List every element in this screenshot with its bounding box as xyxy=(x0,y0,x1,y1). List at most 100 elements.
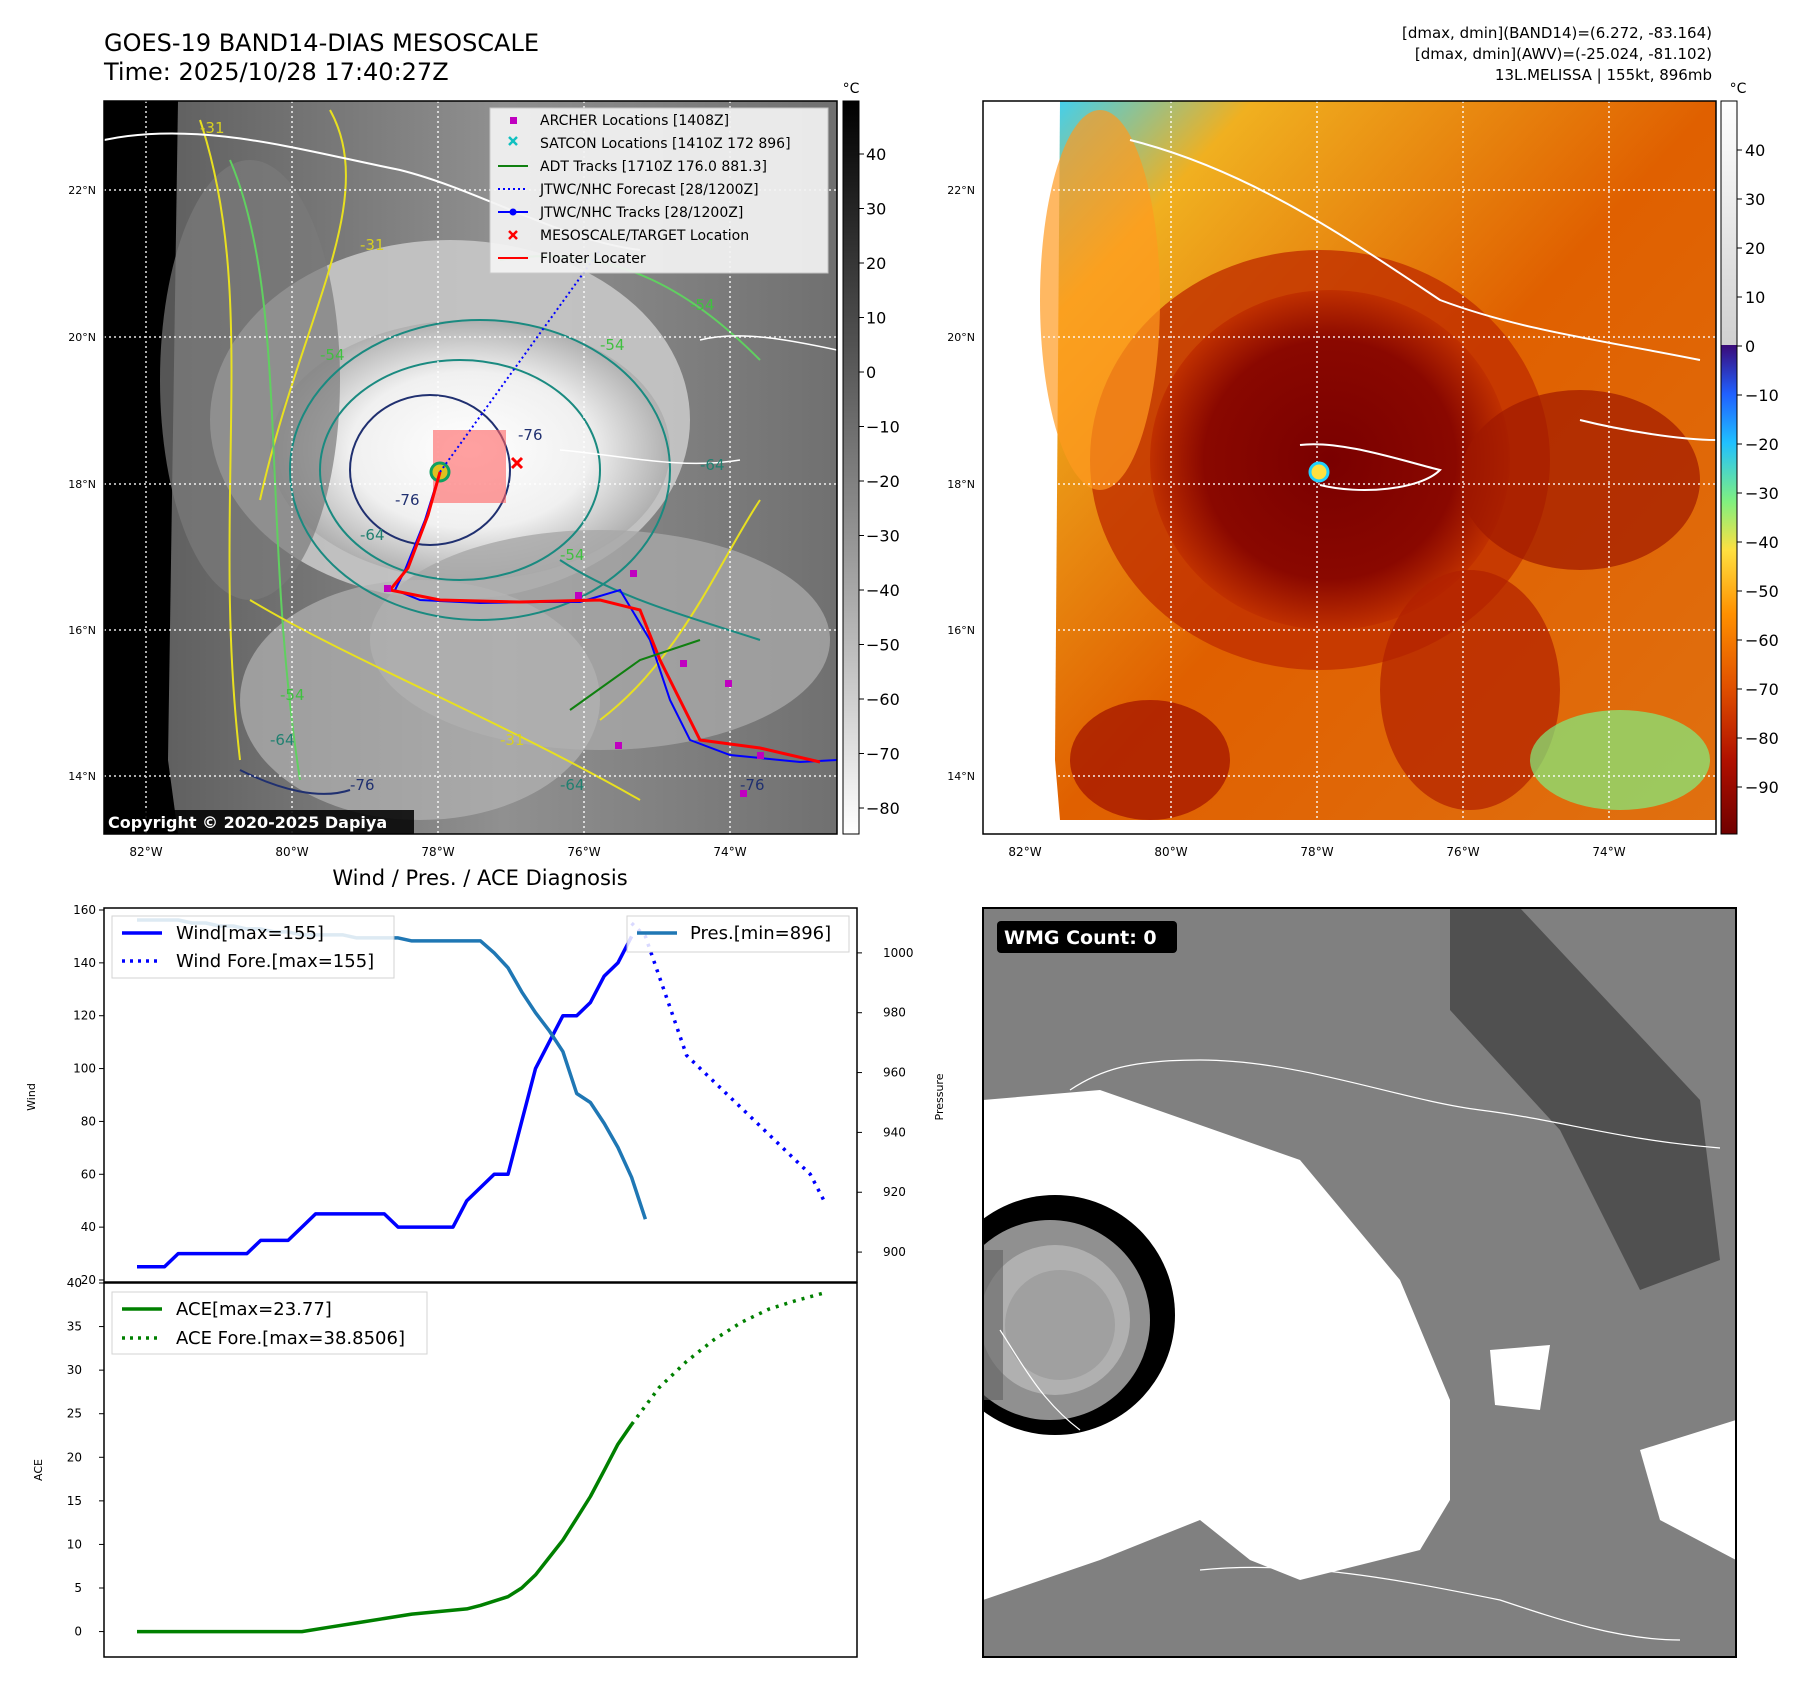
lat-tick-label: 16°N xyxy=(68,624,96,637)
contour-label: -64 xyxy=(270,731,295,749)
contour-label: -54 xyxy=(280,686,305,704)
figure-time: Time: 2025/10/28 17:40:27Z xyxy=(103,58,449,86)
gray-colorbar-tick-label: 20 xyxy=(866,254,886,273)
gray-colorbar: °C 40 30 20 10 0 −10 −20 −30 −40 −50 −60 −70 −80 xyxy=(842,81,900,835)
gray-colorbar-tick-label: 40 xyxy=(866,145,886,164)
legend-wind-label: Wind[max=155] xyxy=(176,923,324,944)
pressure-ytick-label: 960 xyxy=(883,1066,906,1080)
ace-legend: ACE[max=23.77] ACE Fore.[max=38.8506] xyxy=(111,1291,428,1355)
wind-legend: Wind[max=155] Wind Fore.[max=155] xyxy=(111,915,395,979)
legend-tracks-marker xyxy=(509,208,517,216)
lat-tick-label: 18°N xyxy=(947,478,975,491)
contour-label: -54 xyxy=(320,346,345,364)
color-colorbar-tick-label: −80 xyxy=(1745,729,1779,748)
legend-forecast-label: JTWC/NHC Forecast [28/1200Z] xyxy=(539,182,759,198)
ace-ytick-label: 40 xyxy=(67,1276,82,1290)
pressure-ytick-label: 920 xyxy=(883,1185,906,1199)
storm-info: 13L.MELISSA | 155kt, 896mb xyxy=(1495,66,1712,84)
dmax-awv: [dmax, dmin](AWV)=(-25.024, -81.102) xyxy=(1415,45,1712,63)
lon-tick-label: 82°W xyxy=(129,845,162,859)
gray-colorbar-tick-label: −10 xyxy=(866,418,900,437)
gray-colorbar-tick-label: −50 xyxy=(866,636,900,655)
contour-label: -76 xyxy=(740,776,765,794)
wind-ytick-label: 40 xyxy=(81,1220,96,1234)
wmg-count-label: WMG Count: 0 xyxy=(1004,927,1157,949)
lon-tick-label: 74°W xyxy=(713,845,746,859)
legend-adt-label: ADT Tracks [1710Z 176.0 881.3] xyxy=(540,159,767,175)
contour-label: -64 xyxy=(700,456,725,474)
color-colorbar-tick-label: 40 xyxy=(1745,141,1765,160)
legend-satcon-label: SATCON Locations [1410Z 172 896] xyxy=(540,136,791,152)
lat-tick-label: 20°N xyxy=(68,331,96,344)
color-colorbar-tick-label: −20 xyxy=(1745,435,1779,454)
lon-tick-label: 76°W xyxy=(1446,845,1479,859)
contour-label: -54 xyxy=(560,546,585,564)
color-colorbar-tick-label: −30 xyxy=(1745,484,1779,503)
ace-ytick-label: 25 xyxy=(67,1407,82,1421)
color-colorbar-tick-label: −70 xyxy=(1745,680,1779,699)
wind-ytick-label: 140 xyxy=(73,956,96,970)
lon-tick-label: 82°W xyxy=(1008,845,1041,859)
legend-ace-fore-label: ACE Fore.[max=38.8506] xyxy=(176,1328,405,1349)
lat-tick-label: 20°N xyxy=(947,331,975,344)
contour-label: -76 xyxy=(518,426,543,444)
color-colorbar-tick-label: 10 xyxy=(1745,288,1765,307)
dmax-band14: [dmax, dmin](BAND14)=(6.272, -83.164) xyxy=(1402,24,1712,42)
legend-satcon-marker xyxy=(508,136,518,146)
legend-pres-label: Pres.[min=896] xyxy=(690,923,831,944)
color-colorbar-tick-label: −90 xyxy=(1745,778,1779,797)
color-colorbar-unit: °C xyxy=(1730,81,1747,97)
legend-ace-label: ACE[max=23.77] xyxy=(176,1299,332,1320)
gray-colorbar-tick-label: −70 xyxy=(866,745,900,764)
lon-tick-label: 74°W xyxy=(1592,845,1625,859)
gray-colorbar-tick-label: 30 xyxy=(866,200,886,219)
color-colorbar-tick-label: −50 xyxy=(1745,582,1779,601)
contour-label: -76 xyxy=(395,491,420,509)
ace-ytick-label: 35 xyxy=(67,1320,82,1334)
gray-colorbar-tick-label: −20 xyxy=(866,472,900,491)
contour-label: -54 xyxy=(600,336,625,354)
ace-series-1-line xyxy=(630,1291,825,1426)
gray-colorbar-tick-label: −80 xyxy=(866,799,900,818)
wmg-panel: WMG Count: 0 xyxy=(982,907,1737,1658)
color-colorbar-tick-label: −40 xyxy=(1745,533,1779,552)
legend-archer-marker xyxy=(510,117,517,124)
color-colorbar-tick-label: 20 xyxy=(1745,239,1765,258)
map-legend: ARCHER Locations [1408Z] SATCON Location… xyxy=(489,107,829,274)
ace-ytick-label: 5 xyxy=(74,1581,82,1595)
lat-tick-label: 18°N xyxy=(68,478,96,491)
contour-label: -31 xyxy=(500,731,525,749)
lat-tick-label: 14°N xyxy=(68,770,96,783)
contour-label: -31 xyxy=(360,236,385,254)
gray-colorbar-tick-label: −30 xyxy=(866,527,900,546)
color-colorbar-tick-label: −60 xyxy=(1745,631,1779,650)
legend-target-marker xyxy=(508,230,518,240)
contour-label: -76 xyxy=(350,776,375,794)
gray-colorbar-tick-label: 10 xyxy=(866,309,886,328)
ace-chart: 0 5 10 15 20 25 30 35 40 ACE ACE[max=23.77] ACE … xyxy=(32,1276,858,1658)
color-colorbar-tick-label: 0 xyxy=(1745,337,1755,356)
pres-legend: Pres.[min=896] xyxy=(626,915,850,953)
gray-colorbar-tick-label: −60 xyxy=(866,690,900,709)
lon-tick-label: 80°W xyxy=(275,845,308,859)
lat-tick-label: 22°N xyxy=(68,184,96,197)
contour-label: -64 xyxy=(360,526,385,544)
wind-pres-chart: 204060801001201401609009209409609801000 … xyxy=(25,903,946,1287)
ace-ytick-label: 0 xyxy=(74,1625,82,1639)
lon-tick-label: 76°W xyxy=(567,845,600,859)
wmg-count-badge xyxy=(997,921,1177,953)
ace-ytick-label: 15 xyxy=(67,1494,82,1508)
lat-tick-label: 22°N xyxy=(947,184,975,197)
lat-tick-label: 14°N xyxy=(947,770,975,783)
lat-tick-label: 16°N xyxy=(947,624,975,637)
pressure-ytick-label: 1000 xyxy=(883,946,914,960)
pressure-ytick-label: 900 xyxy=(883,1245,906,1259)
pressure-ytick-label: 980 xyxy=(883,1006,906,1020)
wind-ylabel: Wind xyxy=(25,1083,38,1111)
pressure-ylabel: Pressure xyxy=(933,1073,946,1120)
wind-ytick-label: 60 xyxy=(81,1167,96,1181)
legend-tracks-label: JTWC/NHC Tracks [28/1200Z] xyxy=(539,205,743,221)
wind-ytick-label: 100 xyxy=(73,1062,96,1076)
lon-tick-label: 80°W xyxy=(1154,845,1187,859)
